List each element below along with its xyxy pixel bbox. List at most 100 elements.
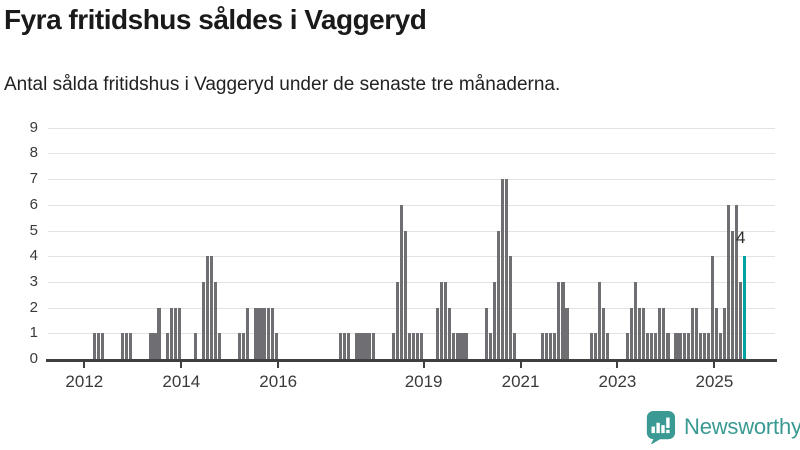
x-axis-tick — [422, 362, 425, 368]
bar — [436, 307, 440, 359]
bar — [541, 333, 545, 359]
x-axis-line — [46, 359, 777, 362]
y-axis-label: 2 — [29, 298, 38, 316]
newsworthy-logo: Newsworthy — [644, 410, 800, 444]
gridline — [48, 281, 775, 283]
bar — [654, 333, 658, 359]
bar — [403, 230, 407, 359]
bar — [496, 230, 500, 359]
bar — [553, 333, 557, 359]
x-axis-label: 2014 — [162, 372, 201, 391]
x-axis-label: 2012 — [65, 372, 104, 391]
bar — [549, 333, 553, 359]
bar — [508, 256, 513, 359]
x-axis-tick — [83, 362, 86, 368]
bar — [545, 333, 549, 359]
x-axis-label: 2025 — [695, 372, 734, 391]
y-axis-label: 0 — [29, 350, 38, 367]
bar — [270, 307, 274, 359]
bar — [464, 333, 468, 359]
bar — [391, 333, 395, 359]
bar — [363, 333, 367, 359]
bar — [153, 333, 157, 359]
bar — [666, 333, 670, 359]
x-axis-label: 2016 — [259, 372, 298, 391]
gridline — [48, 179, 775, 181]
bar — [355, 333, 359, 359]
bar — [484, 307, 488, 359]
bar — [557, 281, 561, 359]
bar — [205, 256, 210, 359]
bar — [100, 333, 105, 359]
bar — [209, 256, 214, 359]
bar — [201, 281, 206, 359]
bar — [702, 333, 706, 359]
bar — [678, 333, 682, 359]
bar — [343, 333, 347, 359]
bar — [359, 333, 363, 359]
bar — [565, 307, 569, 359]
bar — [367, 333, 371, 359]
bar — [395, 281, 399, 359]
bar — [735, 204, 739, 359]
bar — [169, 307, 173, 359]
bar — [121, 333, 125, 359]
bar — [686, 333, 690, 359]
y-axis-label: 6 — [29, 195, 38, 213]
bar — [658, 307, 662, 359]
gridline — [48, 153, 775, 155]
bar — [193, 333, 197, 359]
bar — [634, 281, 638, 359]
bar — [411, 333, 416, 359]
bar — [266, 307, 270, 359]
bar — [690, 307, 694, 359]
bar — [254, 307, 258, 359]
bar — [589, 333, 593, 359]
bar — [262, 307, 266, 359]
bar — [419, 333, 424, 359]
gridline — [48, 127, 775, 129]
bar — [593, 333, 597, 359]
bar — [456, 333, 460, 359]
x-axis-tick — [180, 362, 183, 368]
x-axis-label: 2021 — [501, 372, 540, 391]
bar — [625, 333, 630, 359]
bar — [213, 281, 218, 359]
bar — [242, 333, 246, 359]
bar — [339, 333, 343, 359]
bar — [630, 307, 634, 359]
bar — [129, 333, 133, 359]
bar — [246, 307, 250, 359]
bar — [444, 281, 448, 359]
bar — [177, 307, 181, 359]
bar — [347, 333, 351, 359]
newsworthy-logo-text: Newsworthy — [684, 414, 800, 439]
gridline — [48, 333, 775, 335]
bar — [561, 281, 565, 359]
y-axis-label: 4 — [29, 247, 38, 265]
y-axis-label: 8 — [29, 144, 38, 162]
bar — [638, 307, 642, 359]
bar — [650, 333, 654, 359]
x-axis-label: 2019 — [404, 372, 443, 391]
bar — [238, 333, 242, 359]
bar — [698, 333, 702, 359]
bar — [694, 307, 698, 359]
bar — [492, 281, 496, 359]
bar — [371, 333, 375, 359]
bar — [706, 333, 710, 359]
bar — [440, 281, 444, 359]
bar — [173, 307, 177, 359]
y-axis-label: 7 — [29, 170, 38, 188]
bar — [739, 281, 743, 359]
bar — [488, 333, 492, 359]
bar — [662, 307, 666, 359]
newsworthy-logo-icon — [646, 411, 676, 444]
gridline — [48, 307, 775, 309]
x-axis-tick — [519, 362, 522, 368]
bar — [500, 179, 504, 359]
bar — [96, 333, 101, 359]
bar — [415, 333, 420, 359]
y-axis-label: 9 — [29, 118, 38, 136]
